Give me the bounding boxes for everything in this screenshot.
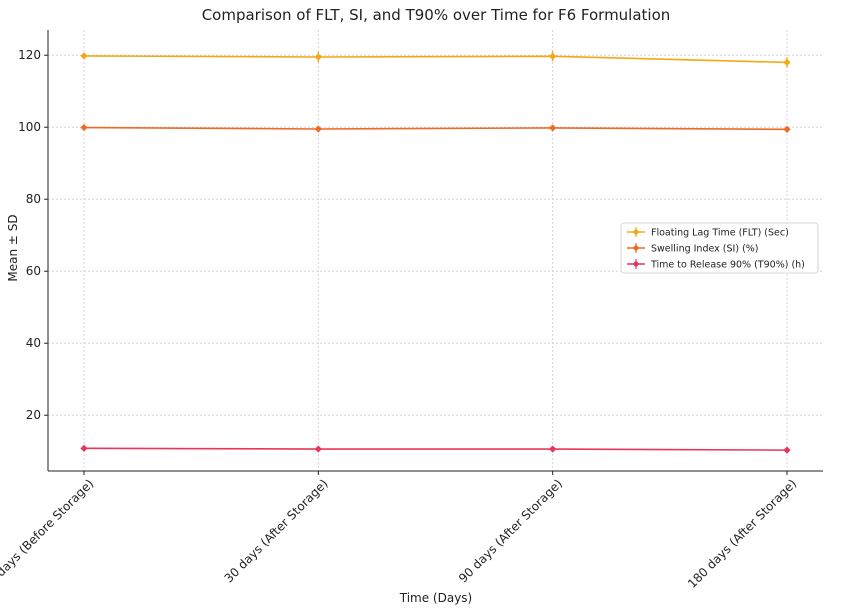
chart-title: Comparison of FLT, SI, and T90% over Tim… xyxy=(202,6,671,24)
data-point xyxy=(783,58,791,66)
x-tick-label: 0 days (Before Storage) xyxy=(0,476,96,587)
series-line xyxy=(83,447,788,451)
data-point xyxy=(80,123,88,132)
data-point xyxy=(314,53,322,61)
legend-box xyxy=(620,222,819,274)
series-group xyxy=(80,51,791,454)
data-point xyxy=(314,445,322,453)
legend-label: Swelling Index (SI) (%) xyxy=(651,244,759,255)
axes: 20 40 60 80 100 120 0 days (Before Storage) 30 … xyxy=(0,30,823,591)
series-3 xyxy=(80,444,791,454)
y-tick-label: 80 xyxy=(26,192,41,206)
series-1 xyxy=(80,51,791,68)
data-point xyxy=(314,125,322,133)
legend: Floating Lag Time (FLT) (Sec) Swelling In… xyxy=(620,222,819,274)
y-tick-label: 20 xyxy=(26,408,41,422)
legend-label: Time to Release 90% (T90%) (h) xyxy=(650,260,805,271)
x-tick-label: 180 days (After Storage) xyxy=(685,476,799,590)
legend-label: Floating Lag Time (FLT) (Sec) xyxy=(651,228,789,239)
data-point xyxy=(783,125,791,133)
series-line xyxy=(83,126,788,131)
y-axis-title: Mean ± SD xyxy=(6,214,20,281)
series-line xyxy=(83,55,788,64)
data-point xyxy=(80,52,88,60)
y-tick-label: 40 xyxy=(26,336,41,350)
y-tick-label: 60 xyxy=(26,264,41,278)
x-axis-title: Time (Days) xyxy=(399,591,473,605)
legend-item: Swelling Index (SI) (%) xyxy=(627,243,759,255)
data-point xyxy=(549,52,557,60)
y-tick-label: 120 xyxy=(18,48,41,62)
data-point xyxy=(80,444,88,452)
legend-item: Time to Release 90% (T90%) (h) xyxy=(627,259,805,271)
data-point xyxy=(783,446,791,454)
y-tick-label: 100 xyxy=(18,120,41,134)
series-2 xyxy=(80,123,791,133)
data-point xyxy=(549,124,557,132)
legend-item: Floating Lag Time (FLT) (Sec) xyxy=(627,227,789,239)
data-point xyxy=(549,445,557,453)
x-tick-label: 30 days (After Storage) xyxy=(222,476,331,585)
x-tick-label: 90 days (After Storage) xyxy=(456,476,565,585)
